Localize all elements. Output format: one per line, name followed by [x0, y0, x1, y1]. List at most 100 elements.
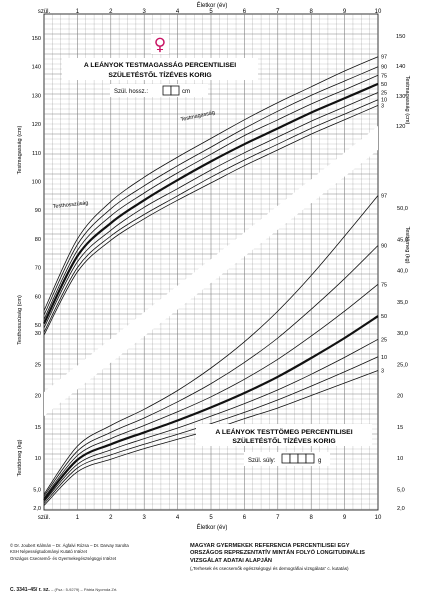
svg-text:♀: ♀ — [154, 35, 166, 55]
weight-curve-p90 — [43, 245, 379, 497]
weight-right-tick: 40,0 — [397, 269, 408, 275]
survey-title-line: VIZSGÁLAT ADATAI ALAPJÁN — [190, 557, 273, 564]
institute-line: Országos Csecsemő- és Gyermekegészségügy… — [10, 555, 117, 561]
birth-weight-field: Szül. súly: g — [244, 452, 330, 466]
birth-weight-unit: g — [318, 458, 321, 464]
height-title: A LEÁNYOK TESTMAGASSÁG PERCENTILISEI — [84, 60, 236, 69]
x-tick-bottom: 9 — [343, 515, 347, 521]
x-tick-bottom: 5 — [209, 515, 213, 521]
x-tick-bottom: 4 — [176, 515, 180, 521]
height-percentile-label-p25: 25 — [381, 91, 387, 97]
birth-length-field: Szül. hossz.: cm — [110, 84, 208, 97]
weight-percentile-label-p3: 3 — [381, 369, 384, 375]
weight-right-tick: 50,0 — [397, 206, 408, 212]
weight-percentile-label-p97: 97 — [381, 194, 387, 200]
height-percentile-label-p50: 50 — [381, 82, 387, 88]
height-percentile-label-p75: 75 — [381, 73, 387, 79]
height-percentile-label-p97: 97 — [381, 55, 387, 61]
weight-left-tick: 15 — [35, 425, 41, 431]
birth-weight-box-1[interactable] — [281, 453, 291, 464]
weight-percentile-label-p90: 90 — [381, 244, 387, 250]
height-left-tick: 50 — [35, 323, 41, 329]
height-curve-p10 — [43, 99, 379, 333]
y-axis-title-length-lower: Testhosszúság (cm) — [17, 295, 23, 345]
x-tick-top: 4 — [176, 9, 180, 15]
footer: © Dr. Joubert Kálmán – Dr. Ágfalvi Rózsa… — [0, 543, 422, 600]
x-tick-bottom: 1 — [76, 515, 80, 521]
height-curve-label: Testmagasság — [180, 110, 215, 123]
diagonal-separator — [44, 126, 378, 416]
birth-weight-box-3[interactable] — [297, 453, 307, 464]
weight-left-tick: 20 — [35, 394, 41, 400]
birth-weight-box-2[interactable] — [289, 453, 299, 464]
x-tick-bottom: 6 — [243, 515, 247, 521]
weight-subtitle: SZÜLETÉSTŐL TÍZÉVES KORIG — [232, 436, 335, 445]
height-left-tick: 130 — [32, 93, 41, 99]
height-left-tick: 70 — [35, 266, 41, 272]
x-tick-bottom: szül. — [38, 515, 51, 521]
weight-left-tick: 10 — [35, 456, 41, 462]
weight-right-tick: 20 — [397, 394, 403, 400]
weight-right-tick: 15 — [397, 425, 403, 431]
x-tick-top: 8 — [310, 9, 314, 15]
weight-left-tick: 5,0 — [33, 487, 41, 493]
x-tick-bottom: 7 — [276, 515, 280, 521]
weight-right-tick: 45,0 — [397, 237, 408, 243]
x-tick-top: 10 — [375, 9, 382, 15]
height-curve-p75 — [43, 74, 379, 320]
weight-curve-p25 — [43, 338, 379, 503]
weight-percentile-label-p50: 50 — [381, 314, 387, 320]
axes: szül. szül. 1 1 2 2 3 3 4 4 5 5 6 6 7 7 8 8 9 9 10 10 50 60 70 80… — [32, 9, 408, 521]
weight-right-tick: 30,0 — [397, 331, 408, 337]
x-tick-top: 2 — [109, 9, 113, 15]
print-info: – (Fsz.: 5-9279) – Pátria Nyomda Zrt. — [51, 587, 118, 592]
height-left-tick: 60 — [35, 294, 41, 300]
length-curve-label: Testhosszúság — [53, 200, 89, 210]
x-tick-top: 6 — [243, 9, 247, 15]
weight-percentile-label-p25: 25 — [381, 337, 387, 343]
height-curve-p3 — [43, 105, 379, 336]
height-left-tick: 90 — [35, 208, 41, 214]
weight-right-tick: 5,0 — [397, 487, 405, 493]
weight-curve-p10 — [43, 356, 379, 504]
birth-weight-box-4[interactable] — [305, 453, 315, 464]
x-tick-top: 7 — [276, 9, 280, 15]
height-left-tick: 100 — [32, 180, 41, 186]
weight-left-tick: 2,0 — [33, 506, 41, 512]
height-right-tick: 120 — [396, 124, 405, 130]
x-tick-top: 9 — [343, 9, 347, 15]
height-subtitle: SZÜLETÉSTŐL TÍZÉVES KORIG — [108, 70, 211, 79]
height-left-tick: 80 — [35, 237, 41, 243]
female-symbol-icon: ♀ — [151, 34, 169, 55]
weight-right-tick: 10 — [397, 456, 403, 462]
height-percentile-label-p3: 3 — [381, 103, 384, 109]
height-right-tick: 150 — [396, 34, 405, 40]
weight-percentile-label-p75: 75 — [381, 282, 387, 288]
x-tick-top: 5 — [209, 9, 213, 15]
x-tick-bottom: 2 — [109, 515, 113, 521]
x-tick-top: 1 — [76, 9, 80, 15]
institute-line: KSH Népességtudományi Kutató Intézet — [10, 549, 87, 555]
form-code: C. 3341–45/ r. sz. — [10, 587, 50, 593]
survey-title-line: ORSZÁGOS REPREZENTATÍV MINTÁN FOLYÓ LONG… — [190, 550, 365, 557]
x-axis-title-top: Életkor (év) — [197, 2, 228, 9]
panel-separator — [44, 126, 378, 416]
weight-percentile-label-p10: 10 — [381, 355, 387, 361]
survey-block: MAGYAR GYERMEKEK REFERENCIA PERCENTILISE… — [190, 543, 420, 572]
height-curve-p50 — [43, 82, 379, 325]
height-left-tick: 150 — [32, 36, 41, 42]
height-percentile-label-p10: 10 — [381, 98, 387, 104]
birth-length-label: Szül. hossz.: — [114, 89, 148, 95]
weight-right-tick: 2,0 — [397, 506, 405, 512]
x-tick-top: 3 — [143, 9, 147, 15]
weight-curve-p75 — [43, 283, 379, 499]
birth-length-box-1[interactable] — [162, 85, 172, 96]
height-right-tick: 140 — [396, 64, 405, 70]
birth-length-box-2[interactable] — [170, 85, 180, 96]
y-axis-title-weight-left: Testtömeg (kg) — [17, 439, 23, 476]
height-curve-p25 — [43, 92, 379, 329]
survey-title-line: MAGYAR GYERMEKEK REFERENCIA PERCENTILISE… — [190, 543, 350, 549]
y-axis-title-height-upper: Testmagasság (cm) — [17, 125, 23, 174]
birth-weight-label: Szül. súly: — [248, 458, 276, 464]
